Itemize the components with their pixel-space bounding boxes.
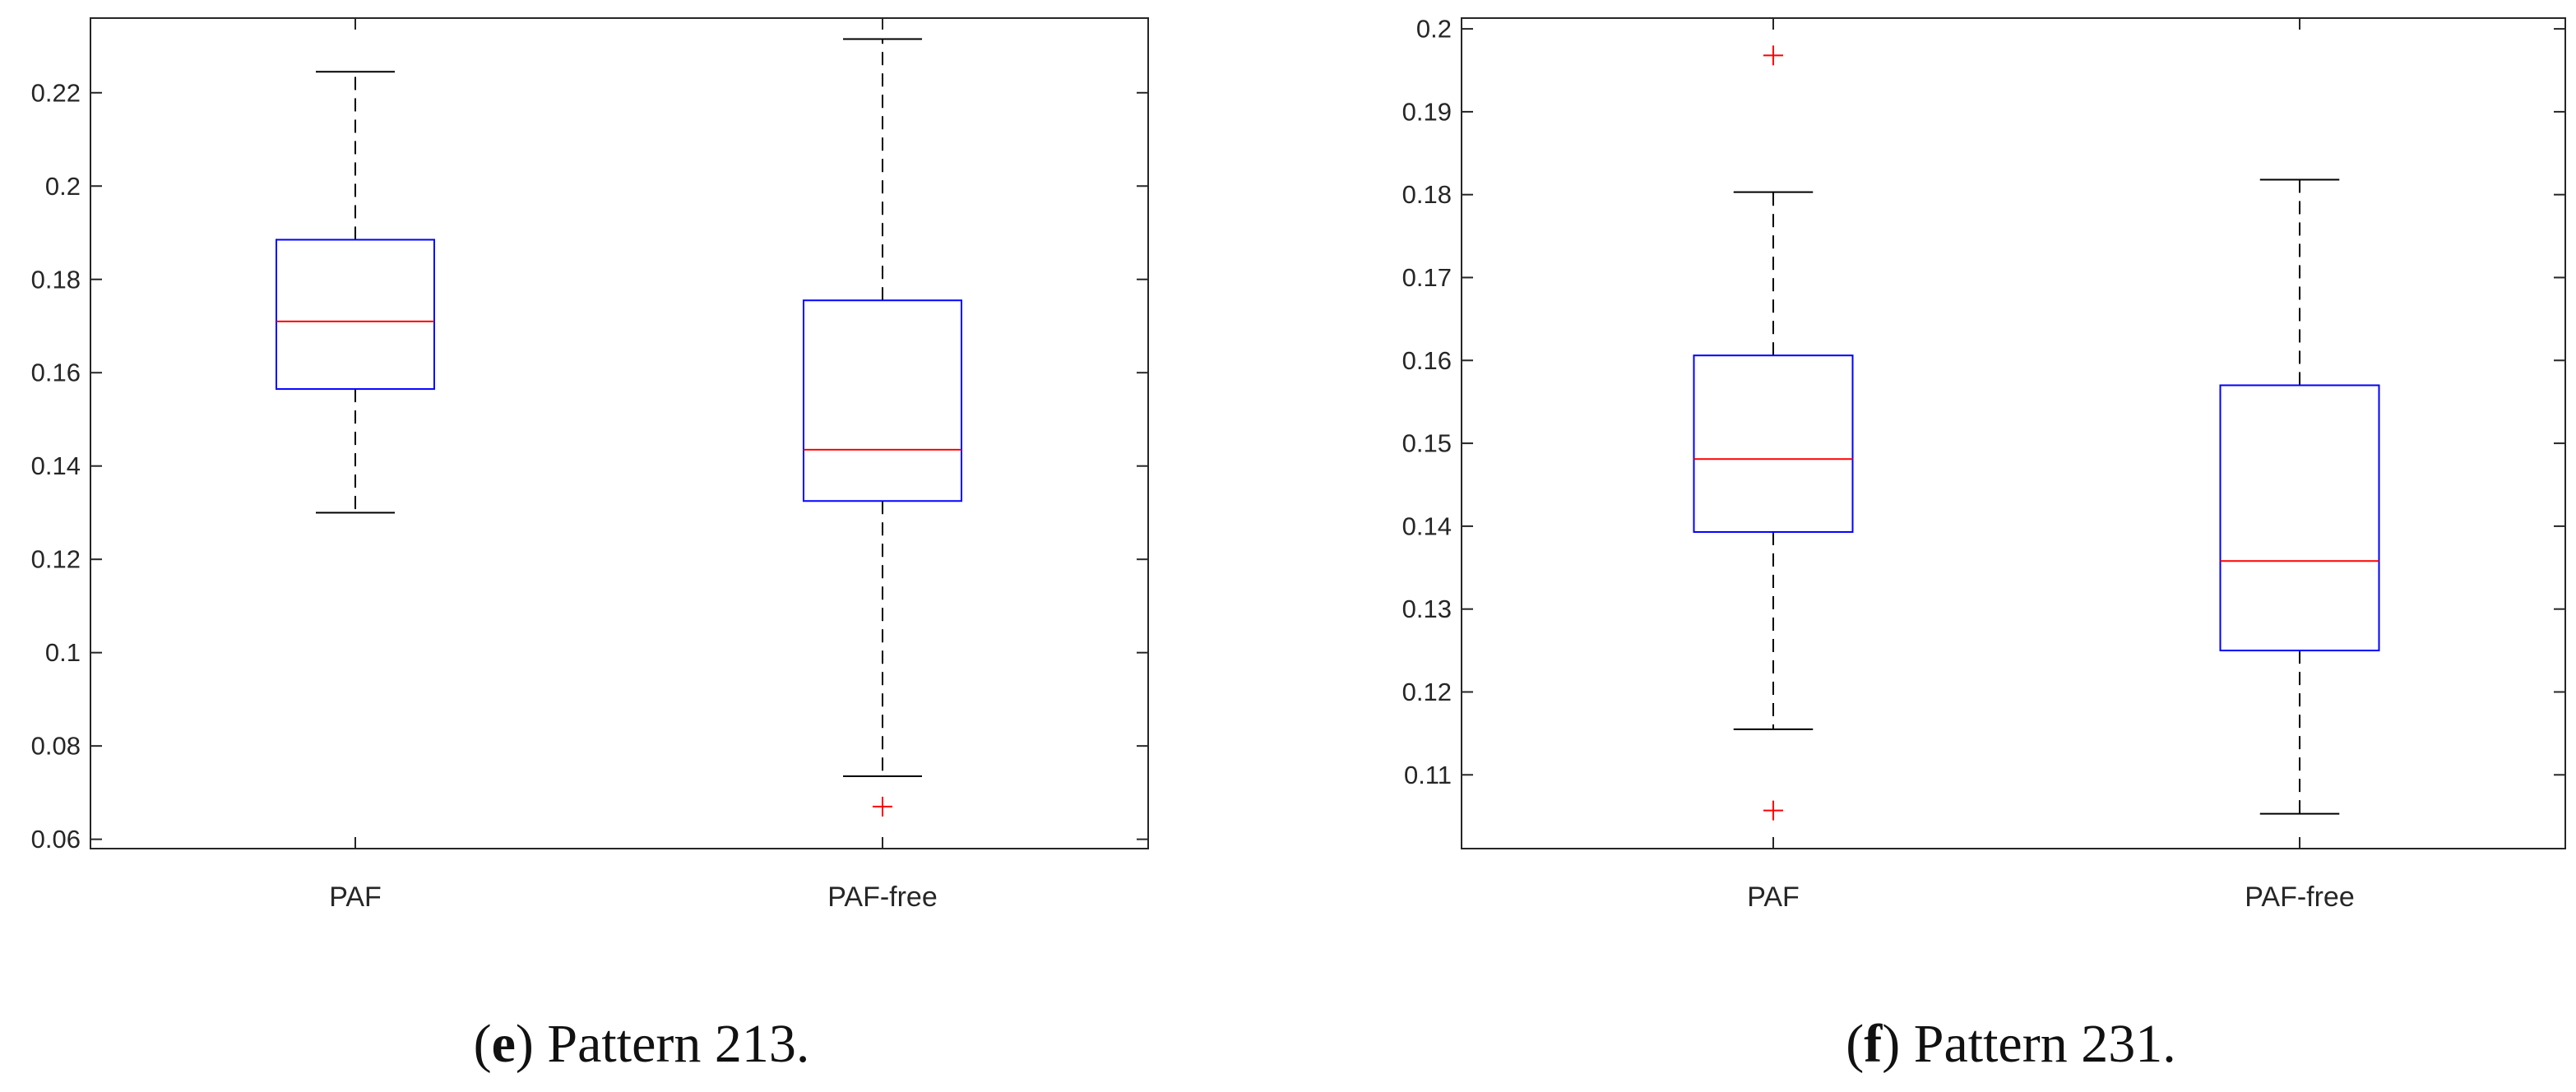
caption-e: (e) Pattern 213. bbox=[474, 1013, 810, 1076]
y-tick-label: 0.14 bbox=[1402, 511, 1452, 540]
y-tick-label: 0.18 bbox=[31, 265, 81, 294]
caption-f: (f) Pattern 231. bbox=[1846, 1013, 2175, 1076]
y-tick-label: 0.11 bbox=[1404, 761, 1452, 789]
x-category-label: PAF bbox=[1747, 881, 1800, 913]
caption-e-prefix: ( bbox=[473, 1014, 492, 1074]
x-category-label: PAF-free bbox=[827, 881, 938, 913]
plot-frame bbox=[1461, 17, 2566, 849]
panel-f: 0.11 0.12 0.13 0.14 0.15 0.16 0.17 0.18 0.19 0.2 P… bbox=[1402, 15, 2566, 913]
y-tick-label: 0.2 bbox=[45, 172, 81, 201]
y-tick-label: 0.19 bbox=[1402, 97, 1452, 126]
y-tick-label: 0.18 bbox=[1402, 180, 1452, 209]
y-tick-label: 0.22 bbox=[31, 78, 81, 107]
y-tick-label: 0.2 bbox=[1416, 15, 1452, 44]
y-tick-label: 0.14 bbox=[31, 451, 81, 480]
y-tick-label: 0.16 bbox=[1402, 346, 1452, 375]
caption-f-text: ) Pattern 231. bbox=[1882, 1014, 2176, 1074]
y-tick-label: 0.16 bbox=[31, 359, 81, 387]
y-tick-label: 0.12 bbox=[31, 545, 81, 574]
caption-f-letter: f bbox=[1864, 1014, 1883, 1074]
iqr-box bbox=[1693, 354, 1854, 533]
y-tick-label: 0.1 bbox=[45, 638, 81, 667]
x-category-label: PAF bbox=[329, 881, 382, 913]
y-tick-label: 0.06 bbox=[31, 825, 81, 854]
y-tick-label: 0.17 bbox=[1402, 263, 1452, 292]
outlier-marker bbox=[873, 796, 892, 817]
iqr-box bbox=[2219, 384, 2380, 652]
iqr-box bbox=[276, 238, 435, 391]
iqr-box bbox=[803, 299, 962, 502]
plot-frame bbox=[90, 17, 1149, 849]
panel-e: 0.06 0.08 0.1 0.12 0.14 0.16 0.18 0.2 0.22 PAF PAF… bbox=[31, 17, 1149, 913]
outlier-marker bbox=[1763, 45, 1783, 66]
caption-e-text: ) Pattern 213. bbox=[515, 1014, 810, 1074]
x-category-label: PAF-free bbox=[2245, 881, 2355, 913]
y-tick-label: 0.13 bbox=[1402, 595, 1452, 623]
y-tick-label: 0.15 bbox=[1402, 429, 1452, 458]
y-tick-label: 0.08 bbox=[31, 732, 81, 761]
box-paf-free bbox=[2219, 178, 2380, 815]
y-tick-label: 0.12 bbox=[1402, 678, 1452, 706]
caption-f-prefix: ( bbox=[1846, 1014, 1865, 1074]
box-paf bbox=[1693, 45, 1854, 821]
box-paf bbox=[276, 71, 435, 514]
box-paf-free bbox=[803, 38, 962, 817]
outlier-marker bbox=[1763, 800, 1783, 821]
caption-e-letter: e bbox=[491, 1014, 516, 1074]
